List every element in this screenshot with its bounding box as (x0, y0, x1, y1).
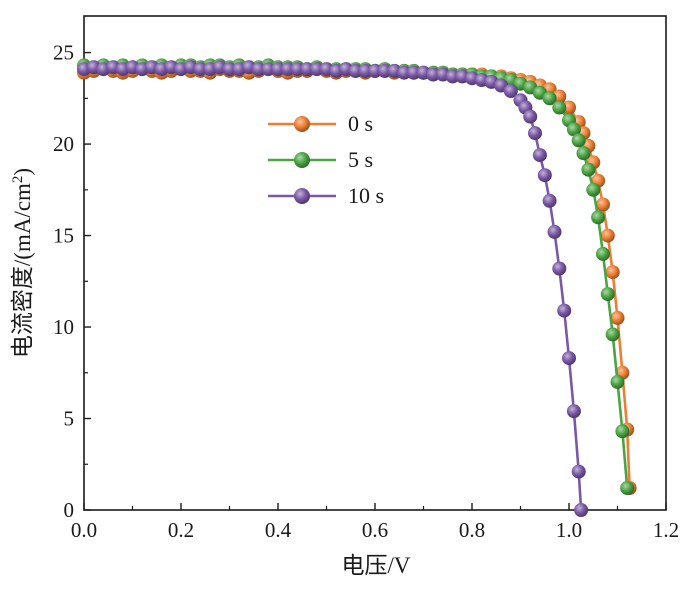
data-point (596, 246, 610, 261)
legend-item: 0 s (268, 111, 373, 136)
y-axis-title-sup: 2 (10, 176, 26, 184)
data-point (610, 310, 625, 325)
data-point (615, 424, 630, 439)
data-point (586, 182, 601, 197)
legend-item: 10 s (268, 183, 384, 208)
legend-label: 0 s (348, 111, 373, 136)
data-point (280, 62, 295, 77)
x-tick-label: 0.8 (459, 518, 485, 542)
legend-swatch-marker (294, 116, 310, 132)
y-tick-label: 15 (53, 224, 74, 248)
x-tick-label: 1.0 (556, 518, 582, 542)
data-point (426, 67, 441, 82)
data-point (600, 287, 615, 302)
data-point (574, 503, 589, 517)
x-tick-label: 0.6 (362, 518, 388, 542)
data-point (348, 63, 363, 78)
data-point (596, 197, 610, 212)
series-10-s (77, 60, 589, 517)
x-tick-label: 0.2 (168, 518, 194, 542)
x-tick-label: 0.0 (71, 518, 97, 542)
legend-swatch-marker (294, 152, 310, 168)
y-tick-label: 5 (64, 407, 75, 431)
data-point (571, 464, 586, 479)
y-axis: 0 5 10 15 20 25 (53, 41, 91, 522)
y-axis-title-tail: ) (10, 168, 35, 176)
data-point (300, 62, 315, 77)
data-point (537, 168, 552, 183)
data-point (566, 122, 581, 137)
data-point (193, 62, 208, 77)
data-point (600, 228, 615, 243)
plot-frame (83, 15, 667, 511)
series-line (83, 65, 583, 511)
data-point (620, 481, 635, 495)
data-point (542, 193, 557, 208)
data-point (605, 265, 620, 280)
data-point (528, 126, 542, 141)
y-axis-title: 电流密度/(mA/cm2) (10, 168, 35, 358)
data-point (591, 210, 606, 225)
data-point (523, 109, 538, 124)
y-axis-title-main: 电流密度/(mA/cm (10, 183, 35, 358)
data-point (610, 374, 625, 389)
legend-swatch-marker (294, 188, 310, 204)
data-point (261, 62, 276, 77)
data-point (309, 62, 324, 77)
legend-item: 5 s (268, 147, 373, 172)
x-axis: 0.0 0.2 0.4 0.6 0.8 1.0 1.2 (71, 503, 679, 542)
data-point (562, 100, 576, 115)
legend-label: 5 s (348, 147, 373, 172)
data-point (271, 62, 285, 77)
data-point (557, 303, 572, 318)
data-point (532, 148, 547, 163)
legend-label: 10 s (348, 183, 384, 208)
data-point (397, 65, 412, 80)
data-point (581, 162, 596, 177)
data-point (605, 327, 620, 342)
series-layer (77, 58, 637, 517)
data-point (251, 62, 266, 77)
y-tick-label: 25 (53, 41, 74, 65)
data-point (576, 146, 591, 161)
data-point (377, 63, 392, 78)
x-axis-title: 电压/V (342, 553, 411, 578)
data-point (290, 62, 305, 77)
y-tick-label: 10 (53, 315, 74, 339)
x-tick-label: 1.2 (653, 518, 679, 542)
data-point (566, 404, 581, 419)
data-point (406, 65, 421, 80)
data-point (562, 351, 576, 366)
data-point (542, 91, 557, 106)
data-point (368, 63, 382, 78)
data-point (552, 100, 567, 115)
data-point (222, 62, 237, 77)
x-tick-label: 0.4 (265, 518, 292, 542)
data-point (445, 69, 460, 84)
y-tick-label: 0 (64, 498, 75, 522)
legend: 0 s 5 s 10 s (268, 111, 384, 208)
data-point (503, 84, 518, 98)
y-tick-label: 20 (53, 132, 74, 156)
data-point (547, 224, 562, 239)
data-point (358, 63, 373, 78)
data-point (571, 133, 586, 148)
data-point (552, 261, 567, 276)
